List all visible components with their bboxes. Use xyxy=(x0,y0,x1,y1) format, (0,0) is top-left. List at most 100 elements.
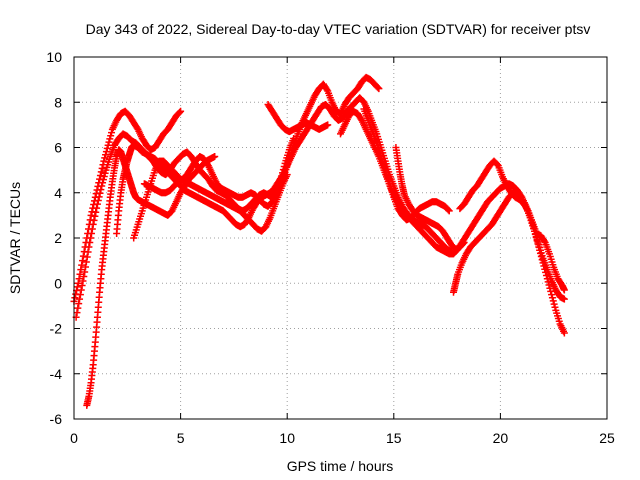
tick-labels: 0 5 10 15 20 25 -6 -4 -2 0 2 4 6 8 10 xyxy=(46,49,615,446)
data-point-interp xyxy=(75,300,83,308)
data-point-interp xyxy=(83,253,91,261)
data-point-interp xyxy=(78,282,86,290)
data-point xyxy=(79,257,87,265)
data-point xyxy=(324,121,332,129)
data-point xyxy=(548,291,556,299)
data-point-interp xyxy=(98,164,106,172)
data-point xyxy=(100,157,108,165)
data-point-interp xyxy=(323,86,331,94)
data-point-interp xyxy=(88,225,96,233)
series-track-2 xyxy=(72,73,383,321)
data-point xyxy=(76,291,84,299)
data-point-interp xyxy=(96,189,104,197)
data-point-interp xyxy=(103,144,111,152)
data-point-interp xyxy=(91,212,99,220)
data-point-interp xyxy=(547,287,555,295)
data-point-interp xyxy=(523,205,531,213)
data-point xyxy=(89,220,97,228)
data-point xyxy=(445,207,453,215)
data-point-interp xyxy=(73,283,81,291)
data-point-interp xyxy=(549,297,557,305)
data-point-interp xyxy=(77,266,85,274)
data-point-interp xyxy=(79,277,87,285)
data-point-interp xyxy=(82,263,90,271)
data-point-interp xyxy=(79,252,87,260)
data-point-interp xyxy=(444,206,452,214)
data-point xyxy=(74,279,82,287)
data-point-interp xyxy=(107,132,115,140)
y-tick-label: 4 xyxy=(54,185,62,201)
data-point xyxy=(93,200,101,208)
series-track-1 xyxy=(70,107,185,305)
x-tick-label: 0 xyxy=(70,430,78,446)
data-point-interp xyxy=(76,270,84,278)
data-point-interp xyxy=(176,108,184,116)
y-tick-label: -6 xyxy=(50,411,63,427)
chart-title: Day 343 of 2022, Sidereal Day-to-day VTE… xyxy=(86,21,591,37)
data-point-interp xyxy=(75,275,83,283)
data-point xyxy=(85,243,93,251)
data-point-interp xyxy=(84,248,92,256)
data-point-interp xyxy=(92,208,100,216)
data-point-interp xyxy=(540,237,548,245)
data-point-interp xyxy=(105,138,113,146)
y-tick-label: 10 xyxy=(46,49,62,65)
x-axis-label: GPS time / hours xyxy=(287,458,394,474)
y-tick-label: 2 xyxy=(54,230,62,246)
data-point-interp xyxy=(86,239,94,247)
data-point-interp xyxy=(96,172,104,180)
data-point-interp xyxy=(74,304,82,312)
data-point-interp xyxy=(459,239,467,247)
data-point xyxy=(283,171,291,179)
series-track-4 xyxy=(113,94,568,337)
data-point-interp xyxy=(94,196,102,204)
plot-frame xyxy=(73,56,608,420)
data-point-interp xyxy=(100,172,108,180)
data-point-interp xyxy=(106,135,114,143)
data-point-interp xyxy=(77,286,85,294)
data-point xyxy=(560,286,568,294)
x-tick-label: 10 xyxy=(279,430,295,446)
data-point-interp xyxy=(101,169,109,177)
series-track-7 xyxy=(337,107,455,256)
data-point-interp xyxy=(76,295,84,303)
data-point-interp xyxy=(551,303,559,311)
series-track-9 xyxy=(392,144,468,253)
series-track-6 xyxy=(264,101,332,136)
data-point-interp xyxy=(548,294,556,302)
data-point-interp xyxy=(279,166,287,174)
data-point xyxy=(177,107,185,115)
data-point xyxy=(460,239,468,247)
data-point xyxy=(211,153,219,161)
x-tick-label: 20 xyxy=(493,430,509,446)
data-point-interp xyxy=(97,168,105,176)
y-tick-label: -4 xyxy=(50,366,63,382)
data-point-interp xyxy=(108,129,116,137)
x-tick-label: 5 xyxy=(177,430,185,446)
y-tick-label: 6 xyxy=(54,140,62,156)
data-point xyxy=(447,248,455,256)
data-point-interp xyxy=(374,84,382,92)
y-axis-label: SDTVAR / TECUs xyxy=(7,182,23,294)
data-point xyxy=(560,329,568,337)
series-track-11 xyxy=(456,157,568,294)
data-point-interp xyxy=(279,169,287,177)
data-point-interp xyxy=(95,193,103,201)
data-point-interp xyxy=(99,176,107,184)
y-tick-label: 0 xyxy=(54,275,62,291)
data-point-interp xyxy=(71,294,79,302)
data-point-interp xyxy=(93,204,101,212)
data-point-interp xyxy=(97,186,105,194)
data-point xyxy=(98,182,106,190)
x-tick-label: 25 xyxy=(599,430,615,446)
data-point-interp xyxy=(82,258,90,266)
y-tick-label: -2 xyxy=(50,321,63,337)
x-tick-label: 15 xyxy=(386,430,402,446)
data-point xyxy=(277,175,285,183)
data-point-interp xyxy=(73,309,81,317)
data-point-interp xyxy=(90,216,98,224)
data-point xyxy=(375,85,383,93)
series-track-12 xyxy=(140,134,298,210)
data-point xyxy=(290,134,298,142)
